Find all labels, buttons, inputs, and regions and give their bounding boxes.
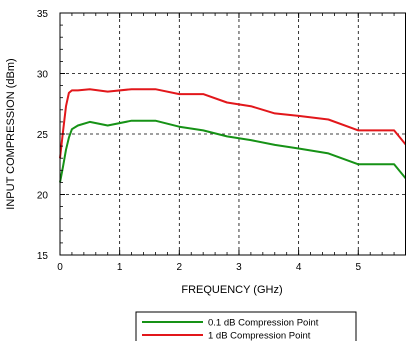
legend-box [135,311,357,346]
y-tick-label: 20 [37,191,49,202]
y-tick-label: 15 [37,251,49,262]
legend-label: 0.1 dB Compression Point [208,318,319,329]
y-tick-label: 35 [37,9,49,20]
plot-frame [59,12,406,256]
x-tick-label: 5 [355,262,361,273]
legend: 0.1 dB Compression Point 1 dB Compression… [135,311,357,346]
y-tick-label: 30 [37,70,49,81]
series-layer [59,88,406,183]
y-tick-label: 25 [37,130,49,141]
x-tick-label: 1 [117,262,123,273]
tick-layer: 0 1 2 3 4 5 15 20 25 30 35 [37,9,395,273]
x-axis-label: FREQUENCY (GHz) [181,284,282,296]
series-line-p1db-1 [59,88,406,159]
x-tick-label: 3 [236,262,242,273]
legend-label: 1 dB Compression Point [208,331,311,342]
series-line-p1db-0-1 [59,119,406,183]
y-axis-label: INPUT COMPRESSION (dBm) [5,58,17,209]
x-tick-label: 4 [296,262,302,273]
x-tick-label: 2 [177,262,183,273]
grid-layer [60,13,406,255]
x-tick-label: 0 [57,262,63,273]
